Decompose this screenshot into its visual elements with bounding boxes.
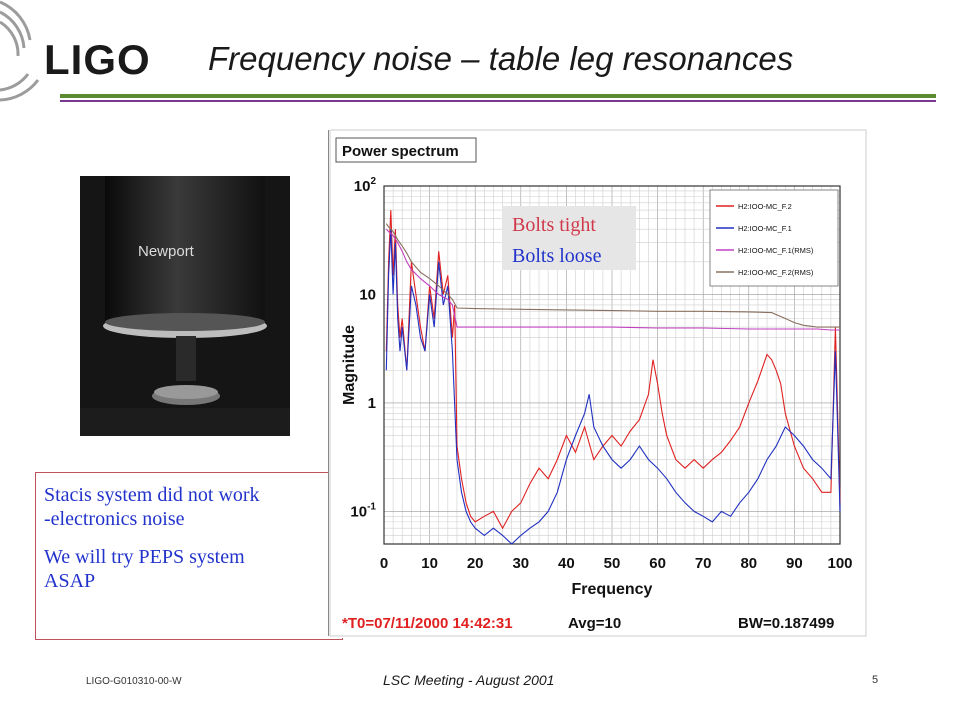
footer-meeting: LSC Meeting - August 2001 — [383, 672, 555, 688]
y-tick-label: 10 — [359, 286, 376, 303]
y-tick-label: 1 — [368, 395, 376, 412]
note-box: Stacis system did not work -electronics … — [35, 472, 343, 640]
legend-entry: H2:IOO-MC_F.1 — [738, 224, 792, 233]
series-line-2 — [385, 229, 841, 545]
note-line-5: ASAP — [44, 570, 96, 592]
footer-doc-id: LIGO-G010310-00-W — [86, 676, 182, 687]
chart-footer-bw: BW=0.187499 — [738, 615, 834, 632]
power-spectrum-svg: Power spectrum 0 10 20 30 40 50 60 70 80 90 100 102 1… — [328, 129, 867, 637]
table-leg-photo: Newport — [80, 176, 290, 436]
series-line-3 — [385, 228, 840, 331]
y-tick-label: 10-1 — [350, 501, 376, 520]
note-line-2: -electronics noise — [44, 508, 185, 530]
x-tick-label: 40 — [558, 555, 575, 572]
footer-page-number: 5 — [872, 674, 879, 686]
chart-title-box — [335, 137, 477, 163]
header-rule-green — [60, 94, 936, 98]
x-tick-label: 100 — [827, 555, 852, 572]
annotation-bolts-loose: Bolts loose — [512, 245, 602, 267]
chart-footer-t0: *T0=07/11/2000 14:42:31 — [342, 615, 513, 632]
legend-entry: H2:IOO-MC_F.2 — [738, 202, 792, 211]
chart-footer-avg: Avg=10 — [568, 615, 621, 632]
x-tick-label: 90 — [786, 555, 803, 572]
power-spectrum-chart: Power spectrum 0 10 20 30 40 50 60 70 80 90 100 102 1… — [328, 128, 868, 638]
x-tick-label: 60 — [649, 555, 666, 572]
slide-title: Frequency noise – table leg resonances — [208, 40, 794, 77]
y-tick-label: 102 — [354, 176, 377, 195]
y-axis-label: Magnitude — [341, 325, 358, 405]
x-tick-label: 70 — [695, 555, 712, 572]
note-line-4: We will try PEPS system — [44, 546, 245, 568]
x-tick-label: 50 — [604, 555, 621, 572]
x-tick-label: 20 — [467, 555, 484, 572]
x-tick-label: 80 — [740, 555, 757, 572]
legend-entry: H2:IOO-MC_F.1(RMS) — [738, 246, 814, 255]
legend-entry: H2:IOO-MC_F.2(RMS) — [738, 268, 814, 277]
photo-brand-text: Newport — [138, 243, 195, 260]
logo-arcs-graphic — [0, 0, 40, 102]
x-tick-label: 10 — [421, 555, 438, 572]
x-tick-label: 0 — [380, 555, 388, 572]
plot-border — [383, 185, 841, 545]
chart-title: Power spectrum — [342, 143, 459, 160]
annotation-box — [502, 206, 636, 270]
ligo-logo: LIGO — [44, 36, 151, 83]
series-line-4 — [385, 223, 840, 328]
note-line-3 — [44, 531, 342, 545]
x-axis-label: Frequency — [572, 581, 653, 598]
header-rule-purple — [60, 100, 936, 102]
note-line-1: Stacis system did not work — [44, 484, 260, 506]
series-line-1 — [385, 210, 841, 530]
x-tick-label: 30 — [512, 555, 529, 572]
annotation-bolts-tight: Bolts tight — [512, 214, 596, 236]
